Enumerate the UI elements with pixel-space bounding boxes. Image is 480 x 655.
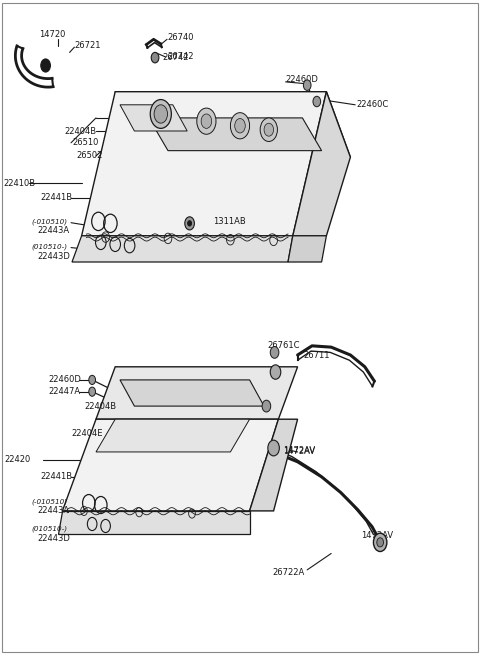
Text: 26502: 26502 <box>77 151 103 160</box>
Text: 26711: 26711 <box>303 350 330 360</box>
Polygon shape <box>82 92 326 236</box>
Text: 26761C: 26761C <box>268 341 300 350</box>
Text: 1472AV: 1472AV <box>283 447 315 457</box>
Text: 14720: 14720 <box>39 29 66 39</box>
Circle shape <box>268 440 279 456</box>
Circle shape <box>235 119 245 133</box>
Text: (-010510): (-010510) <box>31 498 67 505</box>
Text: 22460D: 22460D <box>48 375 81 384</box>
Text: 1472AV: 1472AV <box>283 446 315 455</box>
Text: 22443D: 22443D <box>37 534 70 543</box>
Polygon shape <box>62 419 278 511</box>
Text: 22404B: 22404B <box>84 402 116 411</box>
Circle shape <box>41 59 50 72</box>
Text: 26740: 26740 <box>167 33 193 43</box>
Text: 26721: 26721 <box>74 41 101 50</box>
Text: (-010510): (-010510) <box>31 218 67 225</box>
Polygon shape <box>58 511 250 534</box>
Polygon shape <box>96 419 250 452</box>
Text: 26722A: 26722A <box>273 568 305 577</box>
Text: 22410B: 22410B <box>4 179 36 188</box>
Polygon shape <box>149 118 322 151</box>
Circle shape <box>377 538 384 547</box>
Circle shape <box>303 80 311 90</box>
Text: 22460D: 22460D <box>286 75 318 84</box>
Circle shape <box>188 221 192 226</box>
Circle shape <box>260 118 277 141</box>
Text: (010510-): (010510-) <box>31 526 67 533</box>
Circle shape <box>313 96 321 107</box>
Text: 22404E: 22404E <box>71 429 103 438</box>
Polygon shape <box>72 236 293 262</box>
Text: 22441B: 22441B <box>41 193 73 202</box>
Text: 1472AV: 1472AV <box>263 373 295 382</box>
Text: 22420: 22420 <box>5 455 31 464</box>
Circle shape <box>151 52 159 63</box>
Circle shape <box>230 113 250 139</box>
Circle shape <box>270 346 279 358</box>
Circle shape <box>89 387 96 396</box>
Polygon shape <box>115 92 350 157</box>
Circle shape <box>154 105 168 123</box>
Polygon shape <box>120 105 187 131</box>
Text: 22460C: 22460C <box>356 100 388 109</box>
Text: 22447A: 22447A <box>48 387 80 396</box>
Text: 1472AV: 1472AV <box>361 531 393 540</box>
Text: 26510: 26510 <box>72 138 98 147</box>
Circle shape <box>89 375 96 384</box>
Polygon shape <box>250 419 298 511</box>
Text: 26742: 26742 <box>162 53 189 62</box>
Circle shape <box>373 533 387 552</box>
Text: (010510-): (010510-) <box>31 243 67 250</box>
Circle shape <box>185 217 194 230</box>
Circle shape <box>270 365 281 379</box>
Text: 22443A: 22443A <box>37 226 70 235</box>
Circle shape <box>201 114 212 128</box>
Polygon shape <box>96 367 298 419</box>
Text: 26742: 26742 <box>167 52 193 62</box>
Circle shape <box>197 108 216 134</box>
Circle shape <box>150 100 171 128</box>
Text: 22443D: 22443D <box>37 252 70 261</box>
Text: 22404B: 22404B <box>65 126 97 136</box>
Circle shape <box>262 400 271 412</box>
Text: 22441B: 22441B <box>41 472 73 481</box>
Text: 1311AB: 1311AB <box>213 217 246 226</box>
Polygon shape <box>288 236 326 262</box>
Text: 22443A: 22443A <box>37 506 70 515</box>
Circle shape <box>264 123 274 136</box>
Polygon shape <box>120 380 264 406</box>
Polygon shape <box>293 92 350 236</box>
